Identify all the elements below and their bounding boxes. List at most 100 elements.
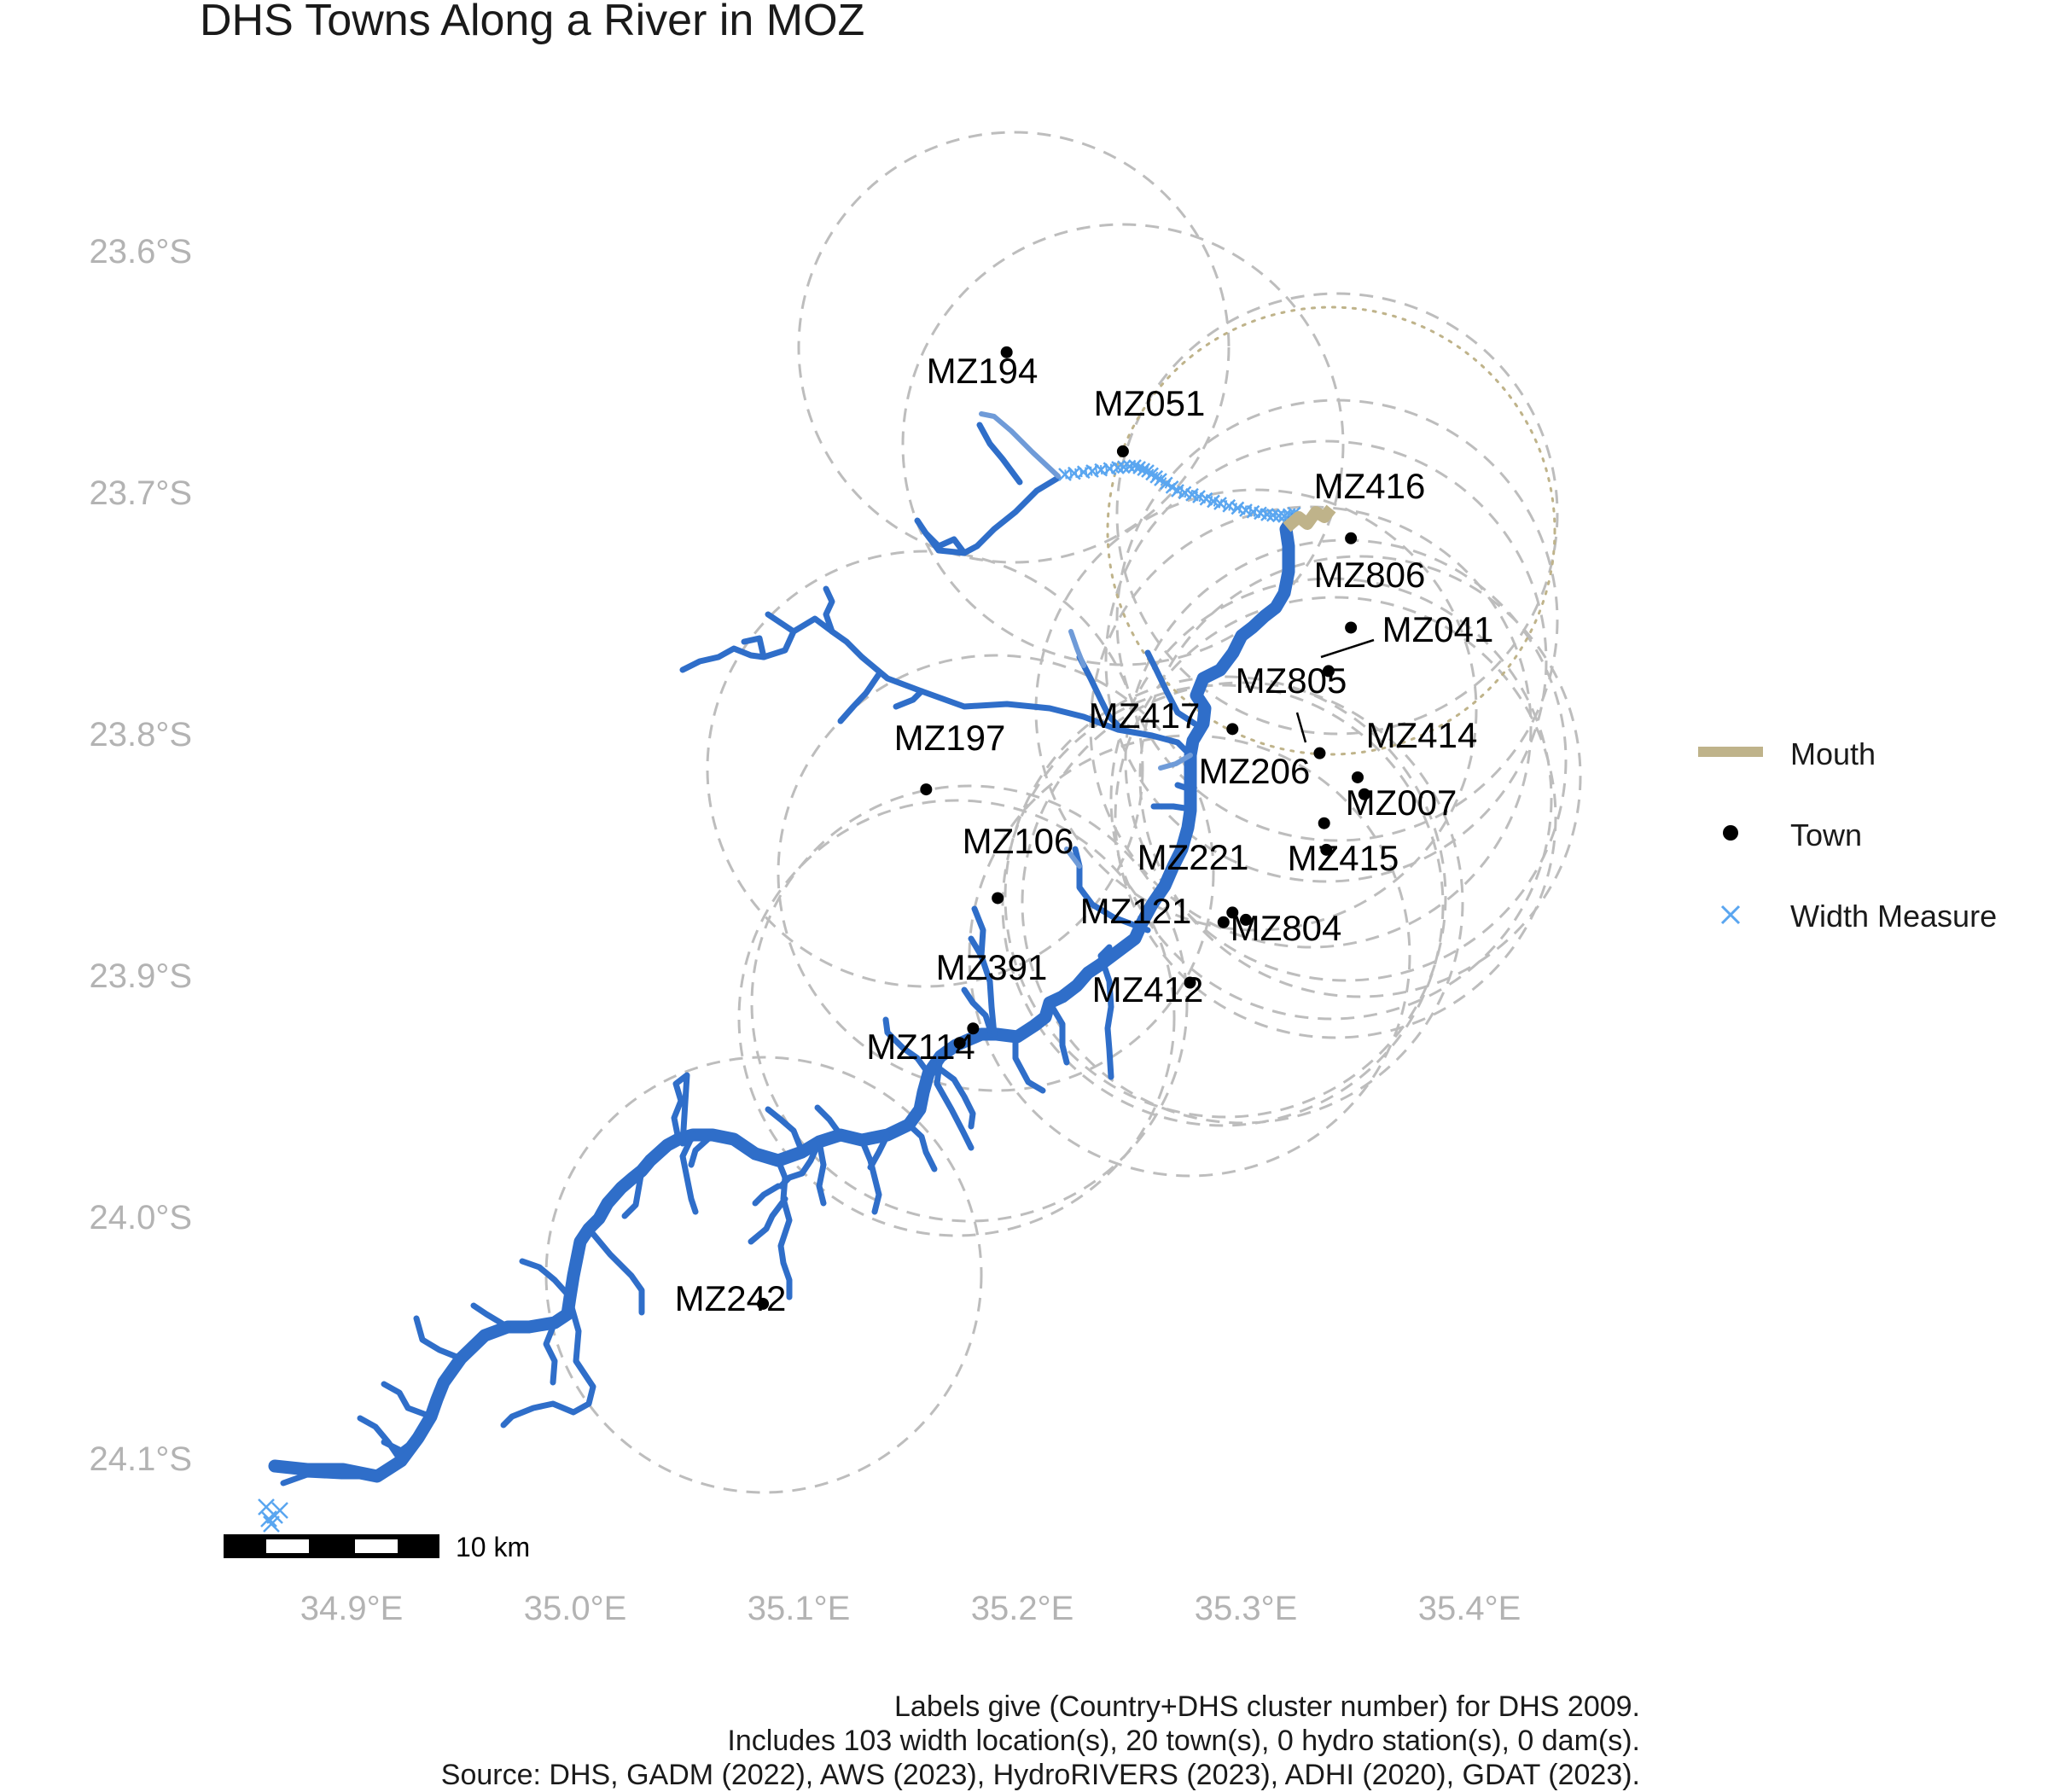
river-tributary: [1046, 999, 1070, 1066]
town-label: MZ806: [1314, 555, 1426, 595]
river-tributary: [1012, 1033, 1046, 1094]
width-measure-point: [1265, 508, 1280, 522]
scale-bar-segment: [355, 1539, 398, 1553]
lat-tick-label: 23.6°S: [89, 233, 192, 271]
town-label: MZ221: [1137, 837, 1249, 877]
town-label: MZ121: [1080, 891, 1192, 931]
town-label: MZ417: [1089, 695, 1201, 736]
town-label: MZ197: [894, 718, 1006, 758]
lon-tick-label: 35.1°E: [748, 1590, 851, 1627]
town-label: MZ415: [1288, 838, 1399, 878]
river-tributary-minor: [979, 411, 1061, 479]
town-label-leader: [1320, 638, 1375, 659]
town-label: MZ242: [675, 1278, 787, 1318]
river-tributary: [1076, 654, 1126, 733]
town-label-leader: [1295, 712, 1307, 743]
river-tributary: [765, 611, 797, 635]
town-point: [1240, 913, 1252, 926]
town-point: [967, 1022, 980, 1035]
buffer-circle: [750, 784, 1189, 1223]
town-label: MZ391: [936, 947, 1048, 987]
town-label: MZ007: [1346, 783, 1457, 823]
legend-town-swatch: [1723, 825, 1738, 841]
town-label: MZ114: [866, 1027, 975, 1067]
river-tributary: [971, 905, 998, 1038]
river-tributary: [748, 1196, 788, 1245]
buffer-circle: [544, 1056, 983, 1494]
width-measure-point: [1199, 492, 1213, 506]
river-tributary: [775, 1157, 793, 1300]
scale-bar-segment: [266, 1539, 309, 1553]
river-tributary: [280, 1471, 381, 1487]
lon-tick-label: 35.4°E: [1418, 1590, 1521, 1627]
town-point: [1358, 788, 1370, 800]
width-measure-point: [1231, 501, 1245, 515]
river-tributary: [381, 1434, 422, 1454]
river-tributary: [381, 1381, 434, 1420]
river-tributary-minor: [1064, 847, 1082, 869]
town-point: [1000, 346, 1013, 358]
river-tributary: [519, 1258, 573, 1300]
lon-tick-label: 34.9°E: [300, 1590, 404, 1627]
buffer-circle: [1021, 681, 1464, 1125]
town-point: [757, 1297, 770, 1310]
river-network: [268, 411, 1300, 1487]
legend-width-measure-label: Width Measure: [1790, 899, 1997, 934]
mouth-segment: [1283, 504, 1336, 532]
town-label: MZ805: [1236, 660, 1347, 701]
buffer-circle: [1115, 399, 1559, 842]
river-tributary: [893, 688, 925, 710]
town-point: [1322, 665, 1335, 678]
legend-width-measure-swatch: [1720, 905, 1741, 925]
map-axes: 23.6°S 23.7°S 23.8°S 23.9°S 24.0°S 24.1°S 34.9…: [89, 233, 1521, 1627]
town-point: [1217, 916, 1230, 928]
river-tributary: [837, 671, 882, 724]
river-tributary: [914, 474, 1062, 556]
buffer-circle: [1114, 596, 1557, 1039]
width-measure-point: [271, 1502, 288, 1519]
width-measure-point: [1222, 498, 1236, 513]
caption-line-2: Includes 103 width location(s), 20 town(…: [727, 1725, 1640, 1757]
river-tributary: [621, 1167, 645, 1219]
town-label: MZ194: [927, 351, 1039, 391]
town-point: [1313, 747, 1326, 759]
town-points: MZ194 MZ051 MZ416 MZ806 MZ041 MZ805 MZ417 MZ414…: [675, 346, 1493, 1318]
town-point: [1184, 976, 1196, 989]
river-tributary: [543, 1319, 558, 1386]
river-mouth: [1283, 504, 1336, 532]
map-title: DHS Towns Along a River in MOZ: [200, 0, 865, 45]
river-tributary: [1150, 803, 1194, 812]
river-tributary: [741, 635, 767, 660]
width-measure-point: [1213, 497, 1227, 510]
lat-tick-label: 23.8°S: [89, 716, 192, 753]
town-point: [1226, 906, 1239, 919]
legend-town-label: Town: [1790, 817, 1862, 852]
river-tributary: [765, 1106, 806, 1155]
buffer-circle: [901, 223, 1345, 666]
town-point: [992, 892, 1004, 905]
town-point: [953, 1037, 966, 1050]
scale-bar: 10 km: [224, 1532, 530, 1562]
river-tributary-minor: [1068, 629, 1086, 668]
river-tributary: [500, 1298, 596, 1428]
river-tributary: [679, 1132, 699, 1215]
buffer-circle: [1034, 488, 1478, 932]
buffer-circle: [1138, 555, 1582, 998]
town-point: [1352, 771, 1364, 783]
river-tributary: [357, 1415, 404, 1464]
caption-line-1: Labels give (Country+DHS cluster number)…: [894, 1690, 1640, 1723]
buffer-circle: [1104, 439, 1548, 883]
river-tributary: [814, 1104, 844, 1138]
scale-bar-label: 10 km: [456, 1532, 530, 1562]
width-measure-point: [263, 1516, 280, 1533]
lon-tick-label: 35.3°E: [1195, 1590, 1298, 1627]
river-tributary: [934, 1053, 975, 1151]
town-point: [1116, 445, 1129, 457]
width-measure-point: [1260, 508, 1274, 521]
legend-mouth-label: Mouth: [1790, 736, 1876, 771]
town-point: [1345, 532, 1358, 544]
main-river: [268, 512, 1300, 1483]
town-label: MZ412: [1092, 969, 1204, 1009]
buffer-circle: [797, 131, 1231, 564]
